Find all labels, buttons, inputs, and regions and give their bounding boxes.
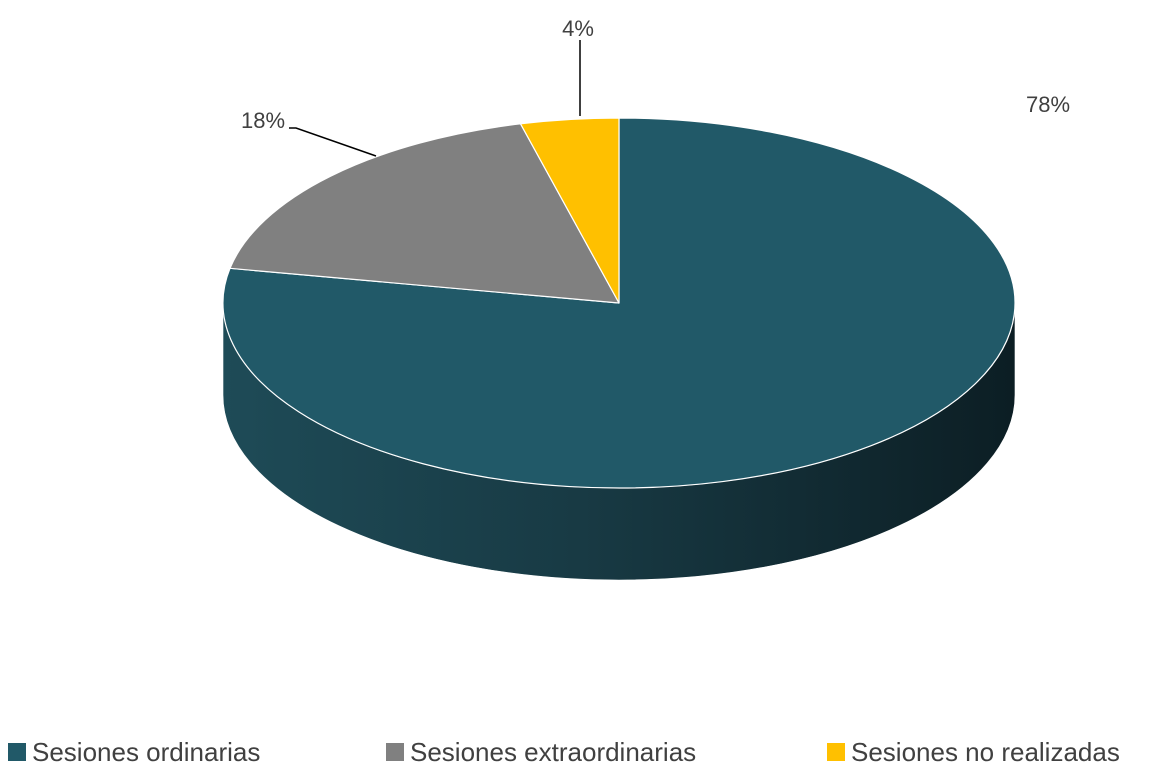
legend-label-no-realizadas: Sesiones no realizadas: [851, 736, 1120, 767]
data-label-no-realizadas: 4%: [562, 16, 594, 41]
legend-label-extraordinarias: Sesiones extraordinarias: [410, 736, 697, 767]
leader-lines: [289, 40, 581, 157]
leader-line-extraordinarias: [289, 127, 377, 157]
legend-item-ordinarias: Sesiones ordinarias: [8, 734, 260, 770]
legend-swatch-extraordinarias: [386, 743, 404, 761]
pie-top: [222, 117, 1016, 489]
slice-extraordinarias: [229, 123, 620, 304]
data-labels: 78% 18% 4%: [241, 16, 1070, 133]
legend-label-ordinarias: Sesiones ordinarias: [32, 736, 261, 767]
legend-item-extraordinarias: Sesiones extraordinarias: [386, 734, 696, 770]
legend-item-no-realizadas: Sesiones no realizadas: [827, 734, 1120, 770]
legend-swatch-ordinarias: [8, 743, 26, 761]
data-label-extraordinarias: 18%: [241, 108, 285, 133]
slice-no-realizadas: [519, 117, 620, 304]
data-label-ordinarias: 78%: [1026, 92, 1070, 117]
legend: Sesiones ordinarias Sesiones extraordina…: [0, 734, 1149, 770]
legend-swatch-no-realizadas: [827, 743, 845, 761]
